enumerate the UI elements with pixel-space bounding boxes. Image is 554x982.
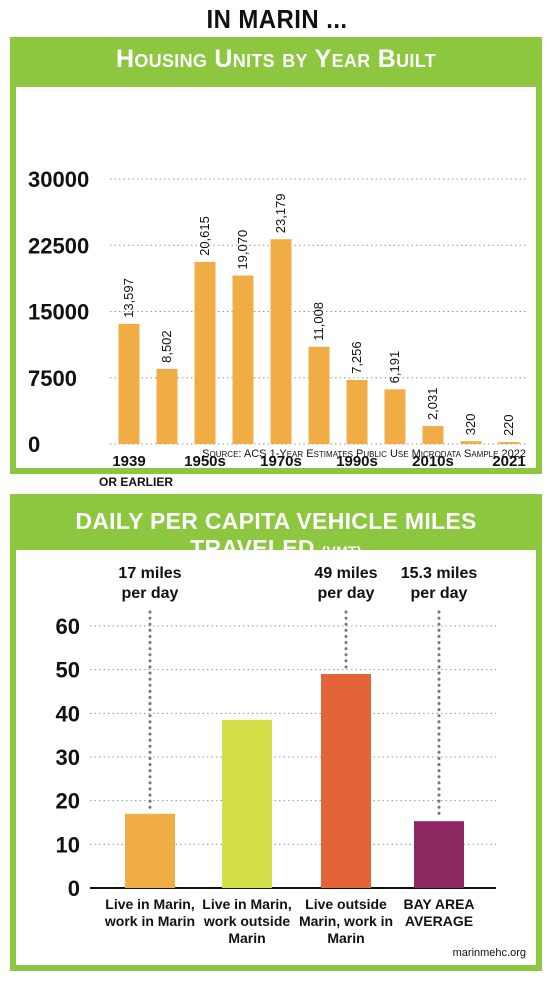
vmt-bar [222, 719, 272, 888]
housing-xtick-label: 1939 [112, 453, 145, 470]
vmt-ytick-label: 0 [68, 876, 80, 901]
vmt-chart-area: 0 10 20 30 40 50 60 17 miles per day Live in Mar… [16, 550, 536, 965]
housing-bar [270, 239, 292, 444]
housing-xtick-label: 1990s [336, 453, 378, 470]
page-title: IN MARIN ... [206, 4, 348, 34]
housing-chart-title: Housing Units by Year Built [116, 45, 436, 73]
vmt-bar [125, 813, 175, 888]
housing-bar [194, 261, 216, 444]
housing-bar-value-label: 11,008 [311, 302, 326, 341]
housing-bar [384, 389, 406, 444]
vmt-category-label: Live in Marin, work outside Marin [202, 896, 292, 946]
housing-bar-value-label: 13,597 [121, 278, 136, 318]
housing-xtick-label: 1970s [260, 453, 302, 470]
vmt-chart-title: DAILY PER CAPITA VEHICLE MILES TRAVELED … [10, 508, 542, 562]
housing-bar [498, 442, 520, 444]
housing-bar-value-label: 19,070 [235, 230, 250, 270]
housing-ytick-label: 7500 [28, 366, 77, 391]
vmt-ytick-label: 10 [56, 832, 80, 857]
housing-ytick-label: 15000 [28, 300, 89, 325]
housing-bar-value-label: 20,615 [197, 216, 212, 256]
housing-chart-area: 0 7500 15000 22500 30000 13,597 8,502 20,615 19,… [16, 87, 536, 489]
vmt-category-label: Live outside Marin, work in Marin [298, 896, 394, 946]
vmt-ytick-label: 40 [56, 701, 80, 726]
housing-panel: Housing Units by Year Built 0 7500 15000 22… [10, 37, 542, 489]
housing-xtick-label: 2010s [412, 453, 454, 470]
housing-ytick-label: 0 [28, 432, 40, 457]
housing-bar-value-label: 23,179 [273, 193, 288, 233]
vmt-ytick-label: 20 [56, 789, 80, 814]
vmt-callout-label: 49 miles per day [314, 565, 378, 602]
vmt-bar [321, 674, 371, 888]
housing-bar [422, 426, 444, 444]
housing-bar [232, 275, 254, 444]
vmt-category-label: Live in Marin, work in Marin [104, 896, 196, 929]
housing-bar [118, 323, 140, 444]
credit-url: marinmehc.org [452, 947, 526, 959]
housing-xtick-label: 2021 [492, 453, 525, 470]
vmt-title-main: DAILY PER CAPITA VEHICLE MILES TRAVELED [75, 508, 477, 561]
housing-bar-value-label: 8,502 [159, 330, 174, 363]
housing-bar-value-label: 320 [463, 413, 478, 435]
vmt-ytick-label: 50 [56, 658, 80, 683]
vmt-callout-label: 15.3 miles per day [400, 565, 478, 602]
housing-chart-svg: 0 7500 15000 22500 30000 13,597 8,502 20,615 19,… [28, 167, 528, 489]
housing-source-note: Source: ACS 1-Year Estimates Public Use … [202, 448, 526, 460]
vmt-category-label: BAY AREA AVERAGE [403, 896, 475, 929]
housing-bar [156, 368, 178, 444]
housing-xtick-sublabel: OR EARLIER [99, 475, 173, 489]
housing-xtick-label: 1950s [184, 453, 226, 470]
housing-bar [308, 346, 330, 444]
housing-bar [460, 441, 482, 444]
vmt-bar [414, 821, 464, 888]
vmt-panel: DAILY PER CAPITA VEHICLE MILES TRAVELED … [10, 494, 542, 971]
housing-bar-value-label: 220 [501, 414, 516, 436]
housing-bar-value-label: 7,256 [349, 341, 364, 374]
housing-bar-value-label: 2,031 [425, 388, 440, 421]
vmt-callout-label: 17 miles per day [118, 565, 182, 602]
vmt-ytick-label: 60 [56, 614, 80, 639]
housing-bar [346, 379, 368, 444]
vmt-chart-svg: 0 10 20 30 40 50 60 [56, 610, 496, 901]
vmt-ytick-label: 30 [56, 745, 80, 770]
housing-ytick-label: 22500 [28, 233, 89, 258]
housing-bar-value-label: 6,191 [387, 351, 402, 384]
housing-ytick-label: 30000 [28, 167, 89, 192]
